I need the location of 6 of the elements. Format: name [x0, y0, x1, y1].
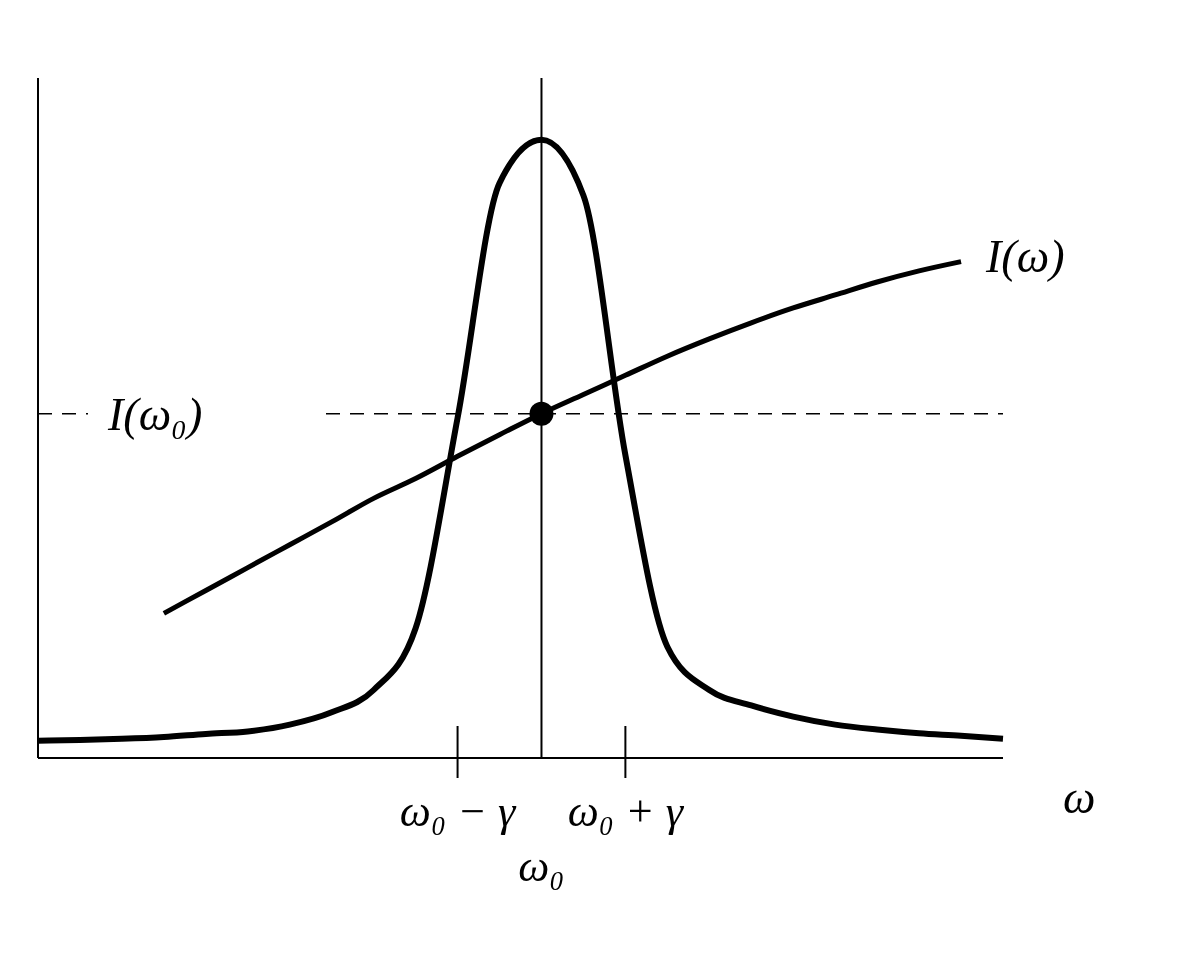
- x-axis-title: ω: [1063, 772, 1096, 823]
- x-tick-label: ω₀: [518, 842, 565, 891]
- x-tick-label: ω₀ − γ: [399, 787, 517, 836]
- series-label: I(ω): [985, 230, 1065, 282]
- ref-line-label: I(ω₀): [107, 388, 203, 440]
- x-tick-label: ω₀ + γ: [567, 787, 685, 836]
